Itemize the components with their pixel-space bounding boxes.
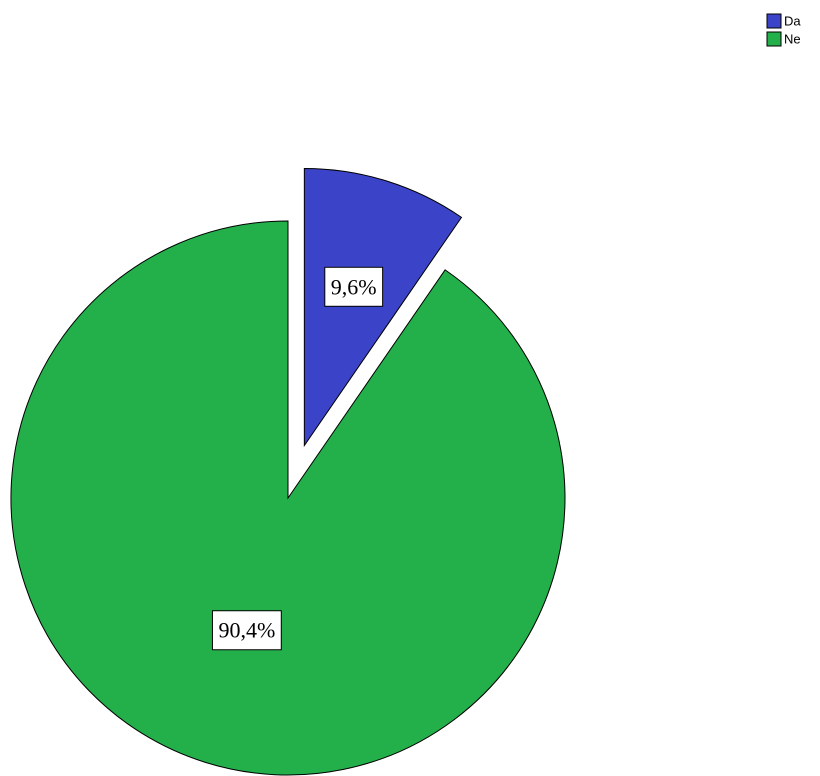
legend-label: Ne <box>784 32 801 47</box>
slice-label-ne: 90,4% <box>211 610 282 651</box>
slice-labels: 9,6% 90,4% <box>211 266 384 651</box>
legend-label: Da <box>784 14 801 29</box>
slice-label-text: 9,6% <box>331 274 377 299</box>
pie-slices <box>10 167 566 776</box>
legend-swatch <box>766 31 782 47</box>
legend-entry-ne: Ne <box>766 31 801 47</box>
legend-swatch <box>766 13 782 29</box>
legend: Da Ne <box>766 13 801 47</box>
slice-label-text: 90,4% <box>218 618 275 643</box>
slice-label-box <box>211 610 282 651</box>
legend-entry-da: Da <box>766 13 801 29</box>
slice-label-box <box>324 266 384 307</box>
pie-slice-da <box>303 167 463 448</box>
pie-slice-ne <box>10 220 566 776</box>
slice-label-da: 9,6% <box>324 266 384 307</box>
